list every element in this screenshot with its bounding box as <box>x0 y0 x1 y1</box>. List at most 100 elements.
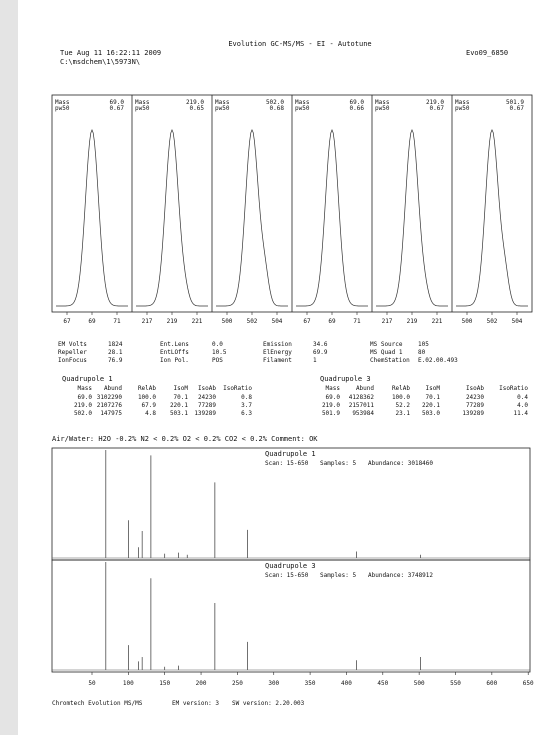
table-cell: 139289 <box>462 410 484 417</box>
param-label: Filament <box>263 357 292 364</box>
pw-label: pw50 <box>55 105 70 112</box>
param-label: ChemStation <box>370 357 410 364</box>
axis-label: 502 <box>487 318 498 325</box>
column-header: Abund <box>356 385 374 392</box>
axis-label: 400 <box>341 680 352 687</box>
table-cell: 503.1 <box>170 410 188 417</box>
pw-label: pw50 <box>295 105 310 112</box>
spectrum-scan: Scan: 15-650 <box>265 572 309 579</box>
column-header: Mass <box>78 385 93 392</box>
pw-label: pw50 <box>135 105 150 112</box>
column-header: IsoAb <box>466 385 484 392</box>
axis-label: 450 <box>377 680 388 687</box>
axis-label: 219 <box>407 318 418 325</box>
table-cell: 4.0 <box>517 402 528 409</box>
axis-label: 67 <box>63 318 71 325</box>
table-title: Quadrupole 3 <box>320 375 371 383</box>
table-cell: 23.1 <box>396 410 411 417</box>
axis-label: 350 <box>305 680 316 687</box>
axis-label: 650 <box>523 680 534 687</box>
table-cell: 502.0 <box>74 410 92 417</box>
axis-label: 69 <box>88 318 96 325</box>
param-value: 80 <box>418 349 426 356</box>
table-cell: 139289 <box>194 410 216 417</box>
table-cell: 100.0 <box>138 394 156 401</box>
param-value: 28.1 <box>108 349 123 356</box>
param-value: 0.0 <box>212 341 223 348</box>
column-header: IsoM <box>174 385 189 392</box>
pw-label: pw50 <box>215 105 230 112</box>
footer-text: SW version: 2.20.003 <box>232 700 305 707</box>
table-cell: 4128362 <box>349 394 375 401</box>
table-cell: 52.2 <box>396 402 411 409</box>
spectrum-title: Quadrupole 3 <box>265 562 316 570</box>
table-cell: 69.0 <box>326 394 341 401</box>
axis-label: 221 <box>192 318 203 325</box>
column-header: Abund <box>104 385 122 392</box>
peak-profile <box>376 128 448 307</box>
mass-value: 502.0 <box>266 99 284 106</box>
param-value: E.02.00.493 <box>418 357 458 364</box>
column-header: IsoAb <box>198 385 216 392</box>
mass-value: 219.0 <box>426 99 444 106</box>
axis-label: 500 <box>462 318 473 325</box>
mass-value: 501.9 <box>506 99 524 106</box>
column-header: Mass <box>326 385 341 392</box>
param-label: Ent.Lens <box>160 341 189 348</box>
axis-label: 500 <box>222 318 233 325</box>
table-cell: 219.0 <box>322 402 340 409</box>
pw-value: 0.66 <box>350 105 365 112</box>
column-header: RelAb <box>392 385 410 392</box>
table-cell: 147975 <box>100 410 122 417</box>
param-label: EntLOffs <box>160 349 189 356</box>
table-cell: 501.9 <box>322 410 340 417</box>
axis-label: 219 <box>167 318 178 325</box>
pw-value: 0.67 <box>110 105 125 112</box>
table-cell: 219.0 <box>74 402 92 409</box>
spectrum-abundance: Abundance: 3748912 <box>368 572 433 579</box>
pw-value: 0.65 <box>190 105 205 112</box>
table-cell: 3102290 <box>97 394 123 401</box>
peak-profile <box>296 129 368 307</box>
table-cell: 220.1 <box>170 402 188 409</box>
axis-label: 150 <box>159 680 170 687</box>
param-value: 105 <box>418 341 429 348</box>
param-label: EM Volts <box>58 341 87 348</box>
axis-label: 200 <box>196 680 207 687</box>
spectrum-abundance: Abundance: 3018460 <box>368 460 433 467</box>
param-label: Emission <box>263 341 292 348</box>
report-title: Evolution GC-MS/MS - EI - Autotune <box>228 40 371 48</box>
mass-value: 219.0 <box>186 99 204 106</box>
pw-value: 0.68 <box>270 105 285 112</box>
spectrum-title: Quadrupole 1 <box>265 450 316 458</box>
air-water: Air/Water: H2O -0.2% N2 < 0.2% O2 < 0.2%… <box>52 435 318 443</box>
table-title: Quadrupole 1 <box>62 375 113 383</box>
axis-label: 71 <box>353 318 361 325</box>
table-cell: 220.1 <box>422 402 440 409</box>
spectrum-frame <box>51 559 531 673</box>
table-cell: 0.4 <box>517 394 528 401</box>
column-header: IsoM <box>426 385 441 392</box>
report-id: Evo09_6850 <box>466 49 508 57</box>
table-cell: 0.8 <box>241 394 252 401</box>
footer-text: EM version: 3 <box>172 700 219 707</box>
table-cell: 2157011 <box>349 402 375 409</box>
axis-label: 502 <box>247 318 258 325</box>
mass-value: 69.0 <box>110 99 125 106</box>
mass-label: Mass <box>295 99 310 106</box>
pw-value: 0.67 <box>510 105 525 112</box>
axis-label: 221 <box>432 318 443 325</box>
peak-profile <box>136 128 208 307</box>
table-cell: 100.0 <box>392 394 410 401</box>
pw-label: pw50 <box>455 105 470 112</box>
param-value: POS <box>212 357 223 364</box>
mass-label: Mass <box>455 99 470 106</box>
table-cell: 3.7 <box>241 402 252 409</box>
param-value: 10.5 <box>212 349 227 356</box>
axis-label: 600 <box>486 680 497 687</box>
mass-label: Mass <box>375 99 390 106</box>
table-cell: 77289 <box>198 402 216 409</box>
param-label: ElEnergy <box>263 349 292 356</box>
axis-label: 300 <box>268 680 279 687</box>
